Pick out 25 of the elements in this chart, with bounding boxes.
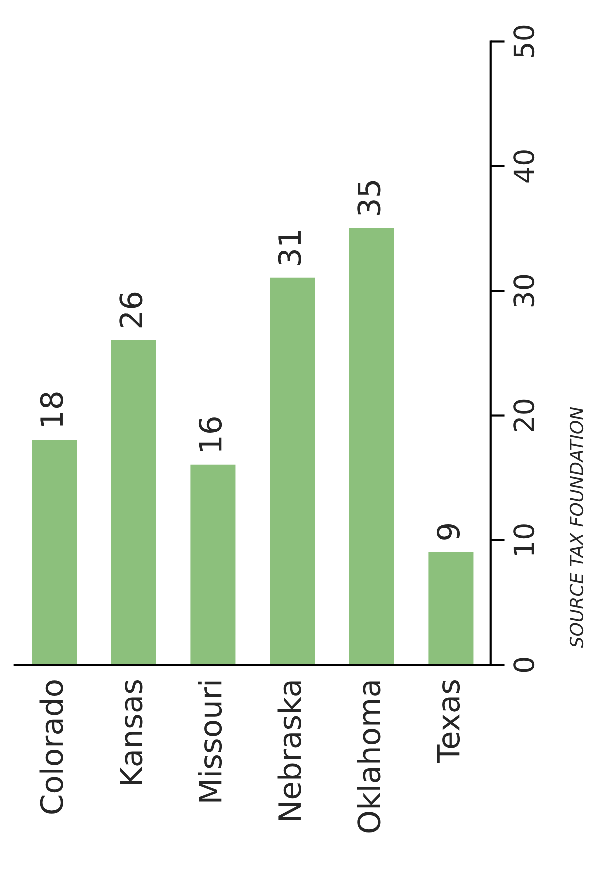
source-note: SOURCE TAX FOUNDATION bbox=[570, 407, 584, 648]
data-label: 9 bbox=[436, 524, 460, 540]
y-tick-label: 0 bbox=[514, 658, 535, 672]
y-tick-label: 30 bbox=[514, 275, 535, 307]
x-tick-label: Texas bbox=[437, 680, 460, 764]
x-tick-label: Nebraska bbox=[278, 682, 302, 820]
bar bbox=[349, 228, 394, 666]
bar bbox=[111, 340, 156, 666]
x-tick-label: Oklahoma bbox=[357, 682, 381, 833]
data-label: 35 bbox=[358, 181, 381, 216]
y-tick-label: 40 bbox=[514, 150, 535, 183]
y-tick-label: 50 bbox=[514, 26, 535, 58]
data-label: 31 bbox=[278, 231, 302, 266]
data-label: 16 bbox=[198, 418, 222, 452]
bar bbox=[428, 552, 474, 666]
bar bbox=[190, 464, 236, 666]
x-tick-label: Colorado bbox=[40, 680, 64, 814]
x-tick-label: Kansas bbox=[120, 680, 143, 784]
bar bbox=[32, 440, 78, 666]
y-tick-label: 20 bbox=[514, 400, 535, 432]
x-tick-label: Missouri bbox=[198, 682, 222, 802]
bar bbox=[270, 278, 316, 666]
data-label: 26 bbox=[120, 292, 143, 328]
y-tick-label: 10 bbox=[514, 524, 535, 556]
data-label: 18 bbox=[40, 392, 64, 426]
